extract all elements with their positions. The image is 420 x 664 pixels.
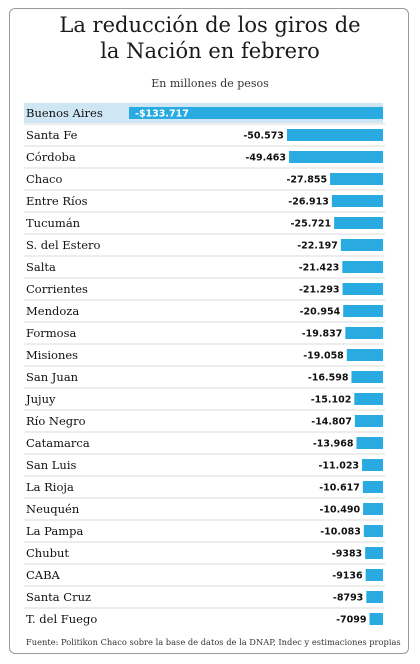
category-label: Córdoba: [26, 150, 76, 164]
bar: [362, 481, 383, 493]
category-label: San Luis: [26, 458, 77, 472]
bar: [342, 283, 383, 295]
bar: [289, 151, 383, 163]
value-label: -7099: [336, 615, 366, 626]
bar: [365, 569, 383, 581]
value-label: -14.807: [311, 417, 352, 428]
value-label: -50.573: [243, 131, 284, 142]
value-label: -22.197: [297, 241, 338, 252]
category-label: Santa Cruz: [26, 590, 91, 604]
chart-title-text: La reducción de los giros de la Nación en…: [59, 13, 361, 63]
bar: [356, 437, 383, 449]
source-note: Fuente: Politikon Chaco sobre la base de…: [26, 637, 401, 647]
value-label: -9136: [332, 571, 363, 582]
bar: [286, 129, 383, 141]
category-label: La Rioja: [26, 480, 74, 494]
category-label: San Juan: [26, 370, 79, 384]
category-label: Buenos Aires: [26, 106, 103, 120]
value-label: -$133.717: [135, 109, 189, 120]
category-label: Catamarca: [26, 436, 90, 450]
value-label: -19.058: [303, 351, 344, 362]
category-label: S. del Estero: [26, 238, 101, 252]
bar: [340, 239, 383, 251]
category-label: Mendoza: [26, 304, 79, 318]
category-label: Chubut: [26, 546, 69, 560]
value-label: -13.968: [313, 439, 354, 450]
value-label: -10.490: [319, 505, 360, 516]
bar: [351, 371, 383, 383]
category-label: Entre Ríos: [26, 194, 88, 208]
value-label: -20.954: [300, 307, 341, 318]
value-label: -49.463: [245, 153, 286, 164]
bar: [343, 305, 383, 317]
value-label: -9383: [332, 549, 362, 560]
value-label: -10.617: [319, 483, 360, 494]
value-label: -15.102: [311, 395, 352, 406]
chart-subtitle: En millones de pesos: [151, 77, 269, 90]
bar: [369, 613, 383, 625]
bar: [330, 173, 383, 185]
value-label: -26.913: [288, 197, 329, 208]
category-label: Formosa: [26, 326, 77, 340]
category-label: La Pampa: [26, 524, 83, 538]
category-label: Jujuy: [25, 392, 56, 406]
category-label: Tucumán: [26, 216, 81, 230]
category-label: Salta: [26, 260, 56, 274]
value-label: -19.837: [302, 329, 343, 340]
category-label: Corrientes: [26, 282, 88, 296]
category-label: Santa Fe: [26, 128, 78, 142]
bar: [346, 349, 383, 361]
bar: [129, 107, 383, 119]
bar: [365, 547, 383, 559]
category-label: Misiones: [26, 348, 78, 362]
value-label: -10.083: [320, 527, 361, 538]
bar: [331, 195, 383, 207]
value-label: -27.855: [286, 175, 327, 186]
category-label: Río Negro: [26, 414, 86, 428]
bar: [366, 591, 383, 603]
value-label: -11.023: [318, 461, 359, 472]
value-label: -25.721: [291, 219, 332, 230]
bar: [363, 525, 383, 537]
value-label: -21.293: [299, 285, 340, 296]
bar: [363, 503, 383, 515]
bar: [354, 393, 383, 405]
category-label: Neuquén: [26, 502, 80, 516]
bar: [334, 217, 383, 229]
bar: [345, 327, 383, 339]
category-label: Chaco: [26, 172, 63, 186]
value-label: -16.598: [308, 373, 349, 384]
value-label: -21.423: [299, 263, 340, 274]
bar: [354, 415, 383, 427]
value-label: -8793: [333, 593, 363, 604]
category-label: T. del Fuego: [26, 612, 97, 626]
chart-title: La reducción de los giros de la Nación en…: [0, 12, 420, 64]
bar: [342, 261, 383, 273]
category-label: CABA: [26, 568, 61, 582]
bar: [362, 459, 383, 471]
